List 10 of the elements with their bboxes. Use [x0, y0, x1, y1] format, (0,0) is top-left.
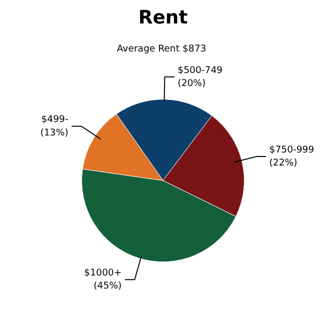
- slice-label: $1000+: [84, 267, 122, 278]
- data-label: (22%): [269, 158, 298, 169]
- data-label: (20%): [178, 78, 206, 90]
- slice-label: $500-749: [178, 64, 223, 76]
- data-label: (13%): [40, 127, 68, 138]
- chart-title: Rent: [138, 8, 188, 29]
- chart-subtitle: Average Rent $873: [116, 43, 206, 54]
- data-label: (45%): [94, 280, 122, 292]
- slice-label: $750-999: [269, 144, 314, 156]
- slice-label: $499-: [41, 114, 68, 126]
